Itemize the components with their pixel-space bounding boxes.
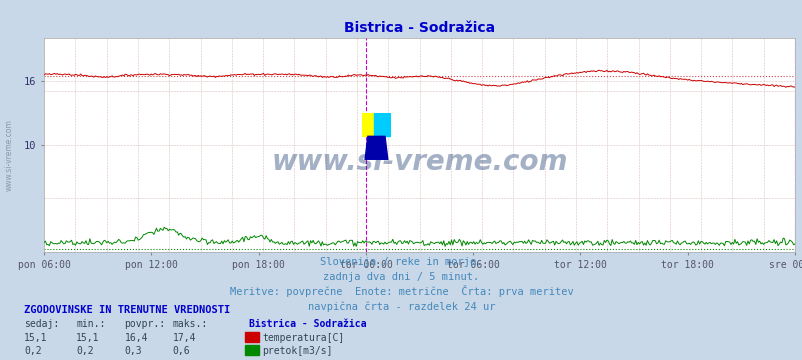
Title: Bistrica - Sodražica: Bistrica - Sodražica [343, 21, 495, 35]
Text: 17,4: 17,4 [172, 333, 196, 343]
Text: 0,2: 0,2 [76, 346, 94, 356]
Text: povpr.:: povpr.: [124, 319, 165, 329]
Text: 0,3: 0,3 [124, 346, 142, 356]
Text: temperatura[C]: temperatura[C] [262, 333, 344, 343]
Text: 0,2: 0,2 [24, 346, 42, 356]
Text: maks.:: maks.: [172, 319, 208, 329]
Text: 0,6: 0,6 [172, 346, 190, 356]
Text: min.:: min.: [76, 319, 106, 329]
Text: Meritve: povprečne  Enote: metrične  Črta: prva meritev: Meritve: povprečne Enote: metrične Črta:… [229, 285, 573, 297]
Text: ZGODOVINSKE IN TRENUTNE VREDNOSTI: ZGODOVINSKE IN TRENUTNE VREDNOSTI [24, 305, 230, 315]
Text: sedaj:: sedaj: [24, 319, 59, 329]
Text: www.si-vreme.com: www.si-vreme.com [271, 148, 567, 176]
Text: 16,4: 16,4 [124, 333, 148, 343]
Text: 15,1: 15,1 [24, 333, 47, 343]
Text: www.si-vreme.com: www.si-vreme.com [5, 119, 14, 191]
Text: Slovenija / reke in morje.: Slovenija / reke in morje. [320, 257, 482, 267]
Text: zadnja dva dni / 5 minut.: zadnja dva dni / 5 minut. [323, 272, 479, 282]
Text: pretok[m3/s]: pretok[m3/s] [262, 346, 333, 356]
Text: Bistrica - Sodražica: Bistrica - Sodražica [249, 319, 366, 329]
Text: 15,1: 15,1 [76, 333, 99, 343]
Text: navpična črta - razdelek 24 ur: navpična črta - razdelek 24 ur [307, 301, 495, 312]
